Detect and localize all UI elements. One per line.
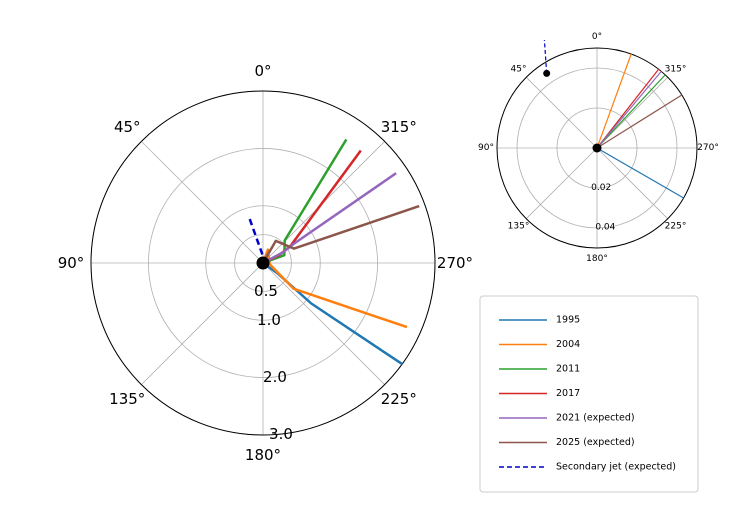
legend-label-2017: 2017	[556, 388, 580, 399]
main-series-2004	[261, 248, 408, 329]
inset-jet-marker	[543, 69, 551, 77]
main-grid-spoke	[262, 262, 385, 385]
main-angle-label-90: 90°	[58, 254, 85, 272]
inset-grid-spoke	[526, 147, 598, 219]
legend-label-2004: 2004	[556, 339, 580, 350]
inset-grid-ring	[556, 107, 638, 189]
main-series-2025-expected	[261, 204, 420, 264]
main-radial-label-3-0: 3.0	[269, 425, 293, 443]
inset-angle-label-270: 270°	[697, 143, 719, 153]
main-radial-label-2-0: 2.0	[263, 368, 287, 386]
inset-series-2025-expected	[596, 94, 683, 149]
main-grid-spoke	[141, 141, 264, 264]
main-angle-label-0: 0°	[254, 62, 271, 80]
main-series-secondary-jet-expected	[247, 216, 264, 255]
main-angle-label-270: 270°	[437, 254, 473, 272]
main-grid-ring	[148, 148, 378, 378]
main-radial-label-1-0: 1.0	[257, 311, 281, 329]
inset-polar-chart: 0° 45° 90° 135° 180° 225° 270° 315° 0.02 0.04	[478, 32, 719, 264]
main-angle-label-315: 315°	[381, 118, 417, 136]
inset-series-secondary-jet-expected	[543, 40, 548, 74]
inset-series-2004	[596, 53, 632, 149]
inset-angle-label-315: 315°	[665, 65, 687, 75]
inset-grid-spoke	[596, 147, 668, 219]
inset-angle-label-45: 45°	[511, 65, 527, 75]
legend-label-secondary-jet-expected: Secondary jet (expected)	[556, 462, 676, 473]
inset-series-2021-expected	[596, 71, 662, 149]
inset-angle-label-135: 135°	[508, 221, 530, 231]
legend: 1995 2004 2011 2017 2021 (expected) 2025 (exp…	[479, 295, 699, 493]
inset-outer-frame	[496, 47, 698, 249]
main-angle-label-180: 180°	[245, 446, 281, 464]
inset-grid-spoke	[526, 77, 598, 149]
legend-label-2025-expected: 2025 (expected)	[556, 437, 635, 448]
main-angle-label-45: 45°	[114, 118, 141, 136]
inset-radial-label-0-02: 0.02	[591, 183, 611, 193]
main-radial-label-0-5: 0.5	[254, 282, 278, 300]
inset-angle-label-225: 225°	[665, 221, 687, 231]
legend-label-1995: 1995	[556, 315, 580, 326]
main-polar-chart: 0° 45° 90° 135° 180° 225° 270° 315° 0.5 1.0 2.0 3.0	[58, 62, 473, 464]
main-angle-label-135: 135°	[109, 390, 145, 408]
main-series-2021-expected	[262, 172, 397, 265]
inset-center-marker	[592, 143, 602, 153]
inset-angle-label-0: 0°	[592, 32, 602, 42]
main-grid-spoke	[141, 262, 264, 385]
inset-series-2011	[596, 74, 666, 149]
main-center-marker	[256, 256, 270, 270]
main-angle-label-225: 225°	[381, 390, 417, 408]
main-outer-frame	[90, 90, 436, 436]
legend-label-2011: 2011	[556, 364, 580, 375]
main-grid-ring	[205, 205, 321, 321]
legend-label-2021-expected: 2021 (expected)	[556, 413, 635, 424]
inset-series-1995	[596, 147, 684, 199]
inset-angle-label-180: 180°	[586, 254, 608, 264]
main-grid-ring	[234, 234, 292, 292]
inset-grid-ring	[516, 67, 678, 229]
inset-angle-label-90: 90°	[478, 143, 494, 153]
inset-radial-label-0-04: 0.04	[595, 223, 615, 233]
